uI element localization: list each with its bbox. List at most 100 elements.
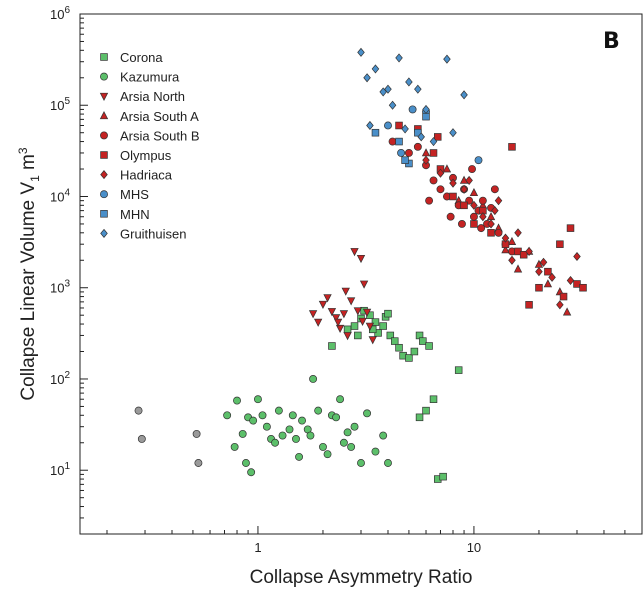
data-point-arsia-south-a (507, 236, 517, 245)
data-point-mhn (395, 137, 403, 146)
legend-marker-kazumura (100, 72, 108, 81)
data-point-unlabeled (194, 459, 203, 467)
data-point-kazumura (343, 428, 352, 437)
data-point-gruithuisen (460, 90, 468, 100)
data-point-arsia-north (359, 280, 369, 289)
data-point-corona (454, 366, 463, 374)
data-point-arsia-north (308, 310, 318, 319)
data-point-arsia-north (343, 332, 352, 341)
data-point-arsia-north (358, 317, 367, 326)
data-point-arsia-north (353, 307, 362, 316)
y-tick-label: 102 (50, 370, 70, 387)
data-point-kazumura (242, 459, 250, 467)
data-point-kazumura (254, 395, 262, 404)
legend-marker-gruithuisen (100, 228, 108, 238)
data-point-kazumura (278, 431, 287, 440)
data-point-arsia-south-b (477, 224, 486, 233)
data-point-arsia-south-b (425, 196, 434, 205)
data-point-kazumura (288, 411, 297, 420)
data-point-unlabeled (134, 406, 143, 415)
data-point-kazumura (357, 459, 365, 467)
data-point-kazumura (271, 438, 280, 447)
data-point-olympus (460, 201, 468, 210)
data-point-gruithuisen (371, 64, 380, 74)
data-point-gruithuisen (401, 124, 409, 134)
data-point-olympus (559, 292, 568, 301)
data-point-kazumura (319, 442, 327, 451)
data-point-corona (405, 354, 413, 362)
data-point-mhn (371, 128, 380, 137)
y-axis-title: Collapse Linear Volume V1 m3 (16, 147, 42, 400)
data-point-arsia-south-b (478, 196, 487, 205)
data-point-olympus (429, 149, 438, 157)
data-point-hadriaca (573, 251, 581, 262)
data-point-hadriaca (449, 178, 457, 188)
data-point-arsia-south-a (469, 187, 479, 197)
data-point-arsia-south-b (494, 228, 503, 237)
y-tick-label: 101 (50, 461, 70, 478)
data-point-arsia-north (323, 294, 332, 303)
data-point-corona (391, 337, 399, 345)
legend-marker-corona (100, 53, 108, 61)
data-point-arsia-south-a (442, 164, 452, 173)
data-point-kazumura (306, 431, 315, 440)
data-point-corona (384, 309, 392, 318)
data-point-corona (343, 325, 352, 334)
data-point-mhs (384, 121, 392, 130)
data-point-olympus (395, 121, 403, 130)
data-point-olympus (487, 229, 495, 237)
data-point-mhs (474, 156, 483, 165)
y-tick-label: 104 (50, 187, 70, 204)
data-point-corona (379, 322, 387, 330)
data-point-arsia-south-b (490, 185, 499, 194)
data-point-corona (425, 342, 433, 350)
data-point-kazumura (292, 435, 300, 443)
y-axis-title-subscript: 1 (28, 175, 42, 182)
data-point-hadriaca (539, 257, 548, 267)
data-point-arsia-north (339, 310, 349, 319)
data-point-arsia-south-a (543, 279, 553, 288)
data-point-kazumura (347, 442, 356, 451)
data-point-olympus (535, 283, 543, 292)
data-point-corona (410, 347, 419, 356)
data-point-arsia-south-b (429, 176, 438, 185)
legend-marker-mhn (100, 210, 108, 218)
data-point-kazumura (371, 447, 380, 456)
data-point-gruithuisen (379, 87, 387, 97)
data-point-arsia-north (327, 308, 337, 317)
data-point-arsia-north (350, 248, 359, 257)
data-point-hadriaca (465, 175, 473, 185)
data-point-arsia-north (346, 297, 356, 306)
data-point-kazumura (249, 416, 258, 425)
data-point-gruithuisen (414, 84, 422, 94)
y-axis-title-unit: m (18, 154, 39, 175)
data-point-hadriaca (525, 246, 533, 256)
legend-label-olympus: Olympus (120, 148, 172, 163)
data-point-hadriaca (566, 275, 575, 286)
legend-label-corona: Corona (120, 50, 163, 65)
y-tick-label: 103 (50, 279, 70, 296)
legend-marker-arsia-south-b (100, 131, 108, 140)
data-point-hadriaca (514, 228, 522, 238)
data-point-corona (415, 413, 424, 422)
data-point-arsia-north (318, 300, 328, 309)
data-point-arsia-south-b (446, 212, 455, 221)
x-tick-label: 10 (467, 540, 481, 555)
data-point-unlabeled (192, 429, 201, 438)
data-point-olympus (470, 220, 478, 228)
data-point-hadriaca (494, 196, 503, 206)
legend-marker-mhs (100, 190, 108, 199)
panel-label: B (603, 29, 620, 54)
data-point-olympus (519, 250, 528, 259)
data-point-kazumura (274, 406, 283, 415)
data-point-olympus (449, 192, 457, 201)
data-point-corona (371, 318, 380, 326)
data-point-gruithuisen (422, 104, 430, 114)
data-point-arsia-north (365, 322, 375, 331)
data-point-hadriaca (487, 219, 495, 229)
y-tick-label: 105 (50, 96, 70, 113)
data-point-arsia-north (356, 254, 366, 264)
data-point-arsia-south-a (513, 264, 523, 273)
data-point-hadriaca (501, 233, 510, 243)
data-point-arsia-north (368, 336, 377, 345)
